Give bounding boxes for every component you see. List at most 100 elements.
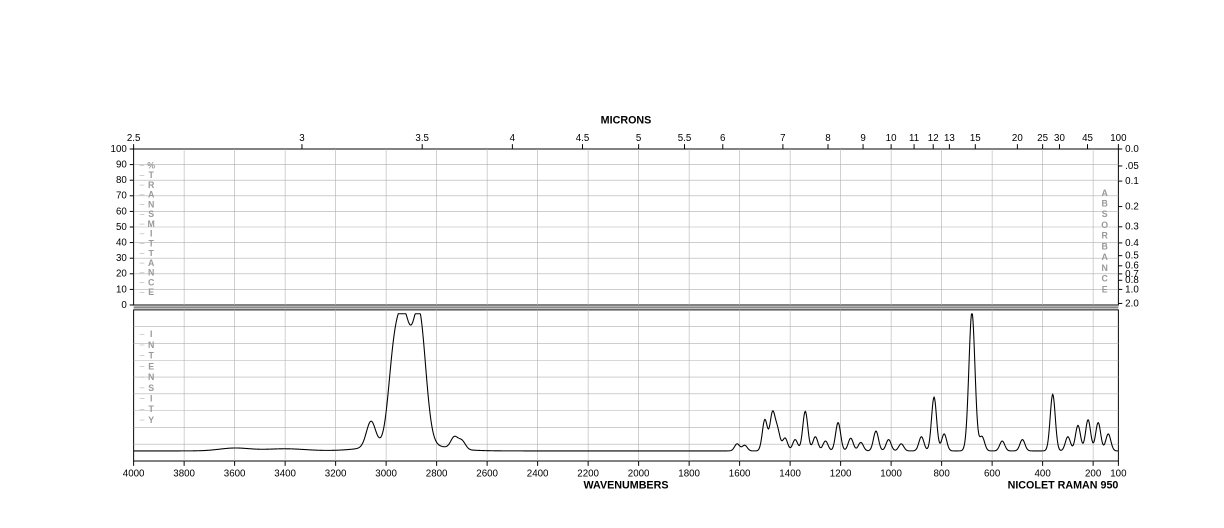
- transmittance-label: T: [148, 170, 154, 180]
- bottom-tick-label: 2800: [426, 469, 448, 480]
- top-tick-label: 6: [720, 133, 725, 144]
- top-tick-label: 11: [909, 133, 919, 144]
- absorbance-label: E: [1102, 284, 1108, 294]
- left-tick-label: 40: [116, 238, 127, 249]
- top-tick-label: 7: [780, 133, 785, 144]
- top-tick-label: 15: [970, 133, 981, 144]
- top-axis-title: MICRONS: [601, 115, 652, 127]
- left-tick-label: 90: [116, 160, 127, 171]
- spectrum-trace: [134, 314, 1119, 451]
- top-tick-label: 3.5: [415, 133, 429, 144]
- absorbance-label: N: [1102, 263, 1108, 273]
- chart-svg: MICRONS2.533.544.555.5678910111213152025…: [96, 110, 1156, 500]
- right-tick-label: 0.1: [1125, 176, 1139, 187]
- top-tick-label: 10: [886, 133, 897, 144]
- bottom-tick-label: 400: [1034, 469, 1051, 480]
- bottom-tick-label: 2200: [577, 469, 599, 480]
- left-tick-label: 60: [116, 206, 127, 217]
- intensity-label: I: [150, 329, 152, 339]
- intensity-label: N: [148, 340, 154, 350]
- right-tick-label: 0.4: [1125, 238, 1139, 249]
- bottom-tick-label: 2000: [628, 469, 650, 480]
- bottom-tick-label: 600: [984, 469, 1001, 480]
- intensity-label: T: [148, 404, 154, 414]
- bottom-tick-label: 100: [1110, 469, 1127, 480]
- top-tick-label: 2.5: [127, 133, 141, 144]
- transmittance-label: %: [147, 161, 155, 171]
- absorbance-label: O: [1101, 220, 1108, 230]
- left-tick-label: 30: [116, 253, 127, 264]
- left-tick-label: 10: [116, 284, 127, 295]
- left-tick-label: 50: [116, 222, 127, 233]
- intensity-label: Y: [148, 415, 154, 425]
- intensity-label: E: [148, 361, 154, 371]
- bottom-tick-label: 3000: [375, 469, 397, 480]
- top-tick-label: 12: [928, 133, 939, 144]
- absorbance-label: B: [1102, 241, 1108, 251]
- transmittance-label: T: [148, 239, 154, 249]
- bottom-tick-label: 3200: [325, 469, 347, 480]
- bottom-tick-label: 1600: [729, 469, 751, 480]
- intensity-label: T: [148, 351, 154, 361]
- top-tick-label: 4: [510, 133, 516, 144]
- bottom-tick-label: 2400: [527, 469, 549, 480]
- bottom-tick-label: 4000: [123, 469, 145, 480]
- right-tick-label: 0.3: [1125, 222, 1139, 233]
- top-tick-label: 4.5: [576, 133, 590, 144]
- top-tick-label: 20: [1012, 133, 1023, 144]
- left-tick-label: 20: [116, 269, 127, 280]
- right-tick-label: 0.0: [1125, 144, 1139, 155]
- absorbance-label: A: [1102, 188, 1109, 198]
- top-tick-label: 100: [1110, 133, 1127, 144]
- transmittance-label: A: [148, 190, 155, 200]
- top-tick-label: 25: [1037, 133, 1048, 144]
- instrument-label: NICOLET RAMAN 950: [1008, 479, 1119, 491]
- intensity-label: N: [148, 372, 154, 382]
- top-tick-label: 5: [636, 133, 642, 144]
- left-tick-label: 80: [116, 175, 127, 186]
- transmittance-label: R: [148, 180, 155, 190]
- transmittance-label: E: [148, 287, 154, 297]
- bottom-tick-label: 3800: [173, 469, 195, 480]
- top-tick-label: 9: [860, 133, 865, 144]
- transmittance-label: S: [148, 209, 154, 219]
- top-tick-label: 3: [299, 133, 304, 144]
- right-tick-label: .05: [1125, 161, 1139, 172]
- absorbance-label: S: [1102, 209, 1108, 219]
- absorbance-label: B: [1102, 199, 1108, 209]
- bottom-tick-label: 1800: [678, 469, 700, 480]
- intensity-label: S: [148, 383, 154, 393]
- transmittance-label: N: [148, 200, 154, 210]
- absorbance-label: C: [1102, 274, 1109, 284]
- bottom-tick-label: 3400: [274, 469, 296, 480]
- transmittance-label: N: [148, 268, 154, 278]
- absorbance-label: A: [1102, 252, 1109, 262]
- spectrum-chart: MICRONS2.533.544.555.5678910111213152025…: [96, 110, 1106, 450]
- top-tick-label: 5.5: [678, 133, 692, 144]
- right-tick-label: 0.2: [1125, 201, 1139, 212]
- transmittance-label: M: [148, 219, 155, 229]
- top-tick-label: 13: [944, 133, 955, 144]
- bottom-tick-label: 1200: [830, 469, 852, 480]
- transmittance-label: T: [148, 248, 154, 258]
- bottom-tick-label: 1400: [779, 469, 801, 480]
- absorbance-label: R: [1102, 231, 1109, 241]
- right-tick-label: 1.0: [1125, 284, 1139, 295]
- left-tick-label: 100: [111, 144, 128, 155]
- bottom-tick-label: 2600: [476, 469, 498, 480]
- left-tick-label: 70: [116, 191, 127, 202]
- right-tick-label: 2.0: [1125, 298, 1139, 309]
- intensity-label: I: [150, 394, 152, 404]
- transmittance-label: A: [148, 258, 155, 268]
- bottom-tick-label: 3600: [224, 469, 246, 480]
- bottom-tick-label: 1000: [880, 469, 902, 480]
- bottom-tick-label: 200: [1085, 469, 1102, 480]
- top-tick-label: 30: [1054, 133, 1065, 144]
- bottom-axis-title: WAVENUMBERS: [584, 479, 669, 491]
- left-tick-label: 0: [121, 300, 127, 311]
- bottom-tick-label: 800: [933, 469, 950, 480]
- transmittance-label: I: [150, 229, 152, 239]
- top-tick-label: 45: [1082, 133, 1093, 144]
- top-tick-label: 8: [825, 133, 830, 144]
- transmittance-label: C: [148, 278, 155, 288]
